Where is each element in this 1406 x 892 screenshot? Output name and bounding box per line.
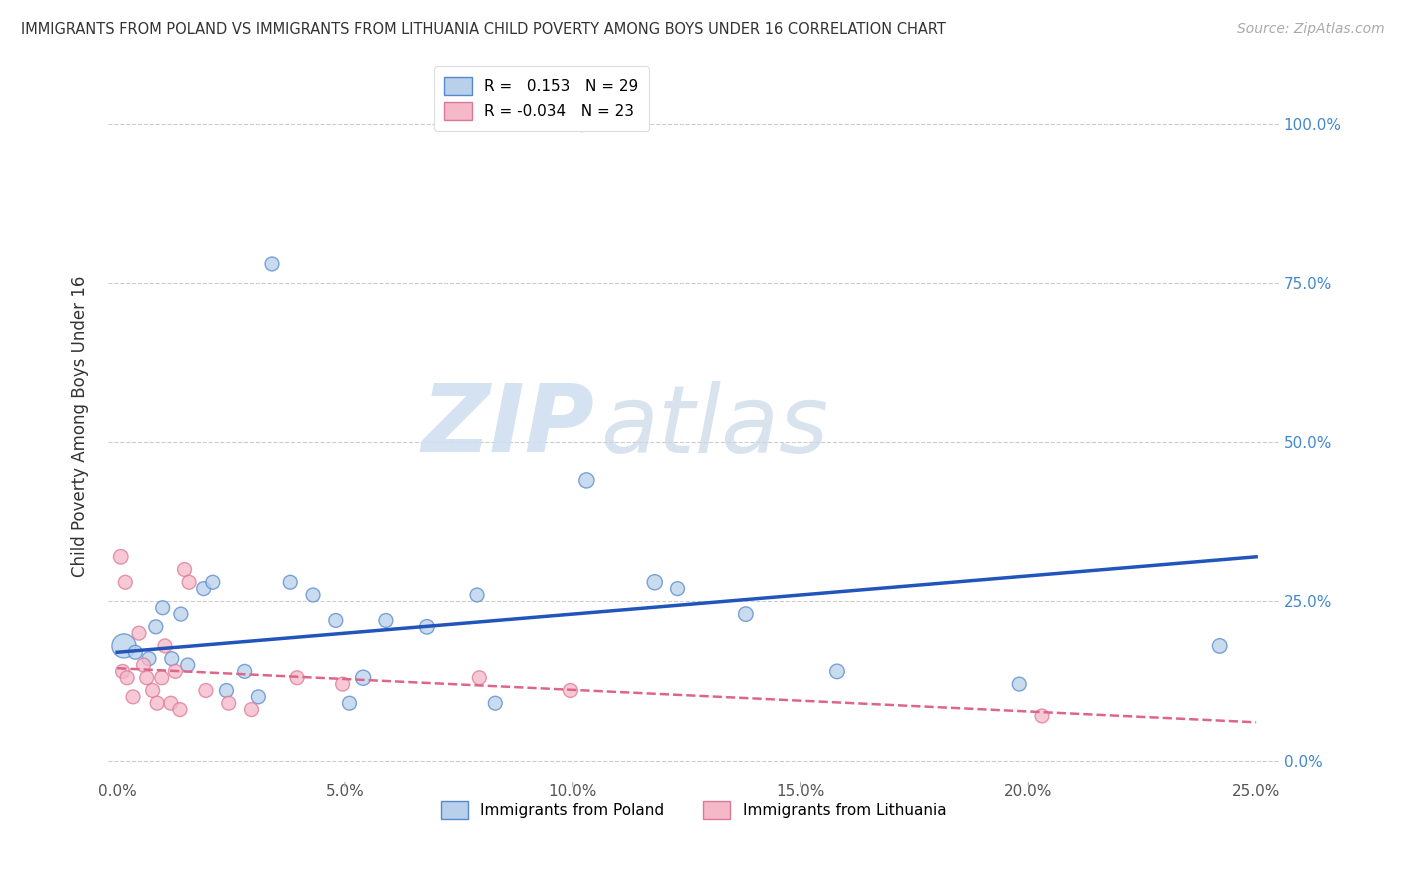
Point bbox=[112, 639, 135, 653]
Point bbox=[416, 620, 439, 634]
Point bbox=[352, 671, 374, 685]
Point bbox=[165, 665, 187, 679]
Point bbox=[571, 117, 593, 131]
Point bbox=[132, 658, 155, 673]
Point bbox=[240, 702, 263, 716]
Point bbox=[170, 607, 193, 621]
Point bbox=[177, 575, 200, 590]
Legend: Immigrants from Poland, Immigrants from Lithuania: Immigrants from Poland, Immigrants from … bbox=[434, 795, 952, 825]
Point bbox=[666, 582, 689, 596]
Point bbox=[278, 575, 301, 590]
Point bbox=[575, 474, 598, 488]
Point bbox=[114, 575, 136, 590]
Point bbox=[325, 614, 347, 628]
Y-axis label: Child Poverty Among Boys Under 16: Child Poverty Among Boys Under 16 bbox=[72, 276, 89, 577]
Point bbox=[644, 575, 666, 590]
Point bbox=[142, 683, 165, 698]
Point bbox=[302, 588, 325, 602]
Point bbox=[1208, 639, 1230, 653]
Point bbox=[215, 683, 238, 698]
Point bbox=[468, 671, 491, 685]
Point bbox=[201, 575, 224, 590]
Point bbox=[734, 607, 756, 621]
Point bbox=[1008, 677, 1031, 691]
Point bbox=[138, 651, 160, 665]
Text: IMMIGRANTS FROM POLAND VS IMMIGRANTS FROM LITHUANIA CHILD POVERTY AMONG BOYS UND: IMMIGRANTS FROM POLAND VS IMMIGRANTS FRO… bbox=[21, 22, 946, 37]
Point bbox=[194, 683, 217, 698]
Point bbox=[247, 690, 270, 704]
Text: ZIP: ZIP bbox=[420, 380, 593, 472]
Point bbox=[152, 600, 174, 615]
Point bbox=[218, 696, 240, 710]
Point bbox=[153, 639, 176, 653]
Point bbox=[484, 696, 506, 710]
Point bbox=[193, 582, 215, 596]
Point bbox=[160, 651, 183, 665]
Point bbox=[145, 620, 167, 634]
Point bbox=[285, 671, 308, 685]
Point bbox=[1031, 709, 1053, 723]
Point bbox=[110, 549, 132, 564]
Point bbox=[122, 690, 145, 704]
Point bbox=[124, 645, 146, 659]
Point bbox=[177, 658, 200, 673]
Point bbox=[233, 665, 256, 679]
Text: atlas: atlas bbox=[600, 381, 828, 472]
Point bbox=[465, 588, 488, 602]
Text: Source: ZipAtlas.com: Source: ZipAtlas.com bbox=[1237, 22, 1385, 37]
Point bbox=[332, 677, 354, 691]
Point bbox=[128, 626, 150, 640]
Point bbox=[160, 696, 183, 710]
Point bbox=[173, 562, 195, 576]
Point bbox=[146, 696, 169, 710]
Point bbox=[111, 665, 134, 679]
Point bbox=[374, 614, 396, 628]
Point bbox=[825, 665, 848, 679]
Point bbox=[169, 702, 191, 716]
Point bbox=[135, 671, 157, 685]
Point bbox=[260, 257, 283, 271]
Point bbox=[560, 683, 582, 698]
Point bbox=[150, 671, 173, 685]
Point bbox=[339, 696, 361, 710]
Point bbox=[115, 671, 138, 685]
